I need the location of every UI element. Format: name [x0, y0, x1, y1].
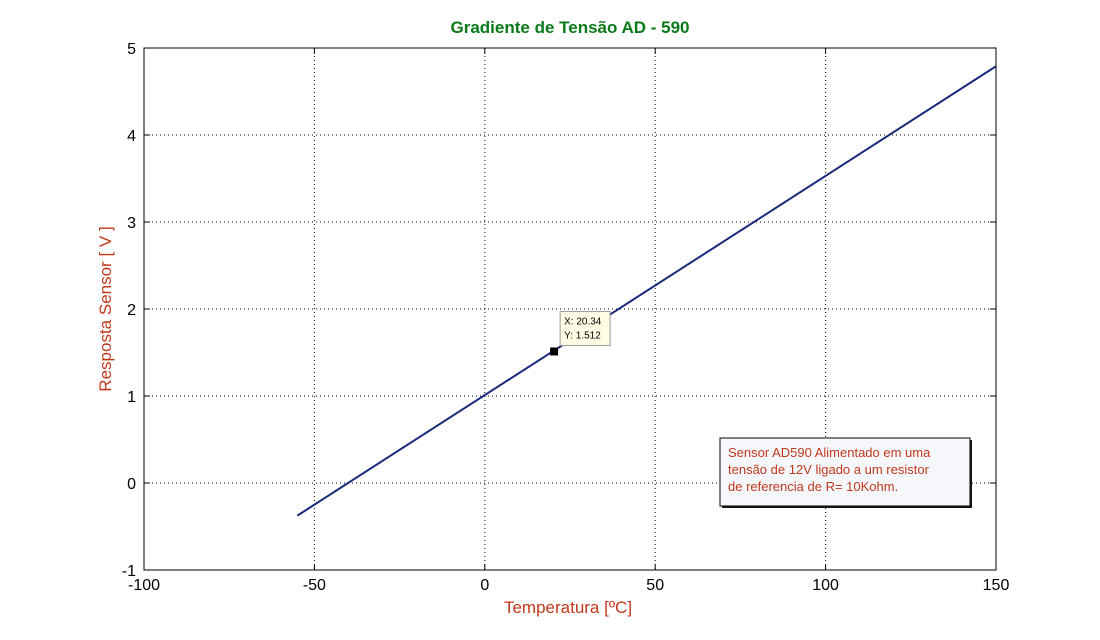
datatip-marker[interactable]: [550, 347, 559, 356]
x-tick-label: -100: [128, 577, 160, 594]
datatip-x-label: X: 20.34: [564, 316, 602, 327]
series-group: [296, 65, 997, 517]
x-tick-label: 0: [480, 577, 489, 594]
series-line: [296, 65, 997, 517]
y-tick-label: 3: [127, 215, 136, 232]
x-tick-label: 100: [812, 577, 839, 594]
x-axis-label: Temperatura [ºC]: [504, 598, 632, 617]
datatip-y-label: Y: 1.512: [564, 330, 601, 341]
annotation-line-2: tensão de 12V ligado a um resistor: [728, 462, 930, 477]
tick-group: -100 -50 0 50 100 150 -1 0 1 2 3 4 5: [122, 41, 1010, 594]
y-tick-label: 0: [127, 476, 136, 493]
datatip-box: [559, 310, 611, 346]
x-tick-label: -50: [303, 577, 326, 594]
y-tick-label: 4: [127, 128, 136, 145]
grid-lines: [144, 48, 996, 570]
x-tick-label: 150: [983, 577, 1010, 594]
annotation-line-3: de referencia de R= 10Kohm.: [728, 479, 898, 494]
chart-title: Gradiente de Tensão AD - 590: [450, 18, 689, 37]
x-tick-label: 50: [646, 577, 664, 594]
datatip[interactable]: X: 20.34 Y: 1.512: [550, 310, 611, 356]
y-tick-label: 2: [127, 302, 136, 319]
y-tick-label: 1: [127, 389, 136, 406]
annotation-line-1: Sensor AD590 Alimentado em uma: [728, 445, 931, 460]
y-tick-label: -1: [122, 563, 136, 580]
y-axis-label: Resposta Sensor [ V ]: [96, 226, 115, 391]
y-tick-label: 5: [127, 41, 136, 58]
annotation-box: Sensor AD590 Alimentado em uma tensão de…: [719, 437, 972, 508]
